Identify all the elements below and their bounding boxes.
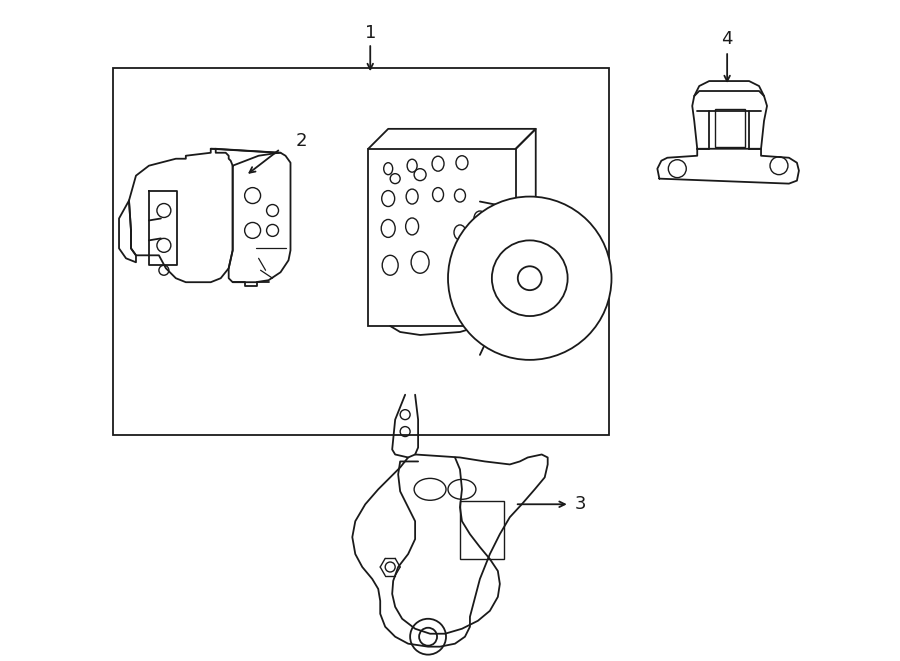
Text: 2: 2: [295, 132, 307, 150]
Text: 1: 1: [364, 24, 376, 42]
Circle shape: [448, 196, 611, 360]
Text: 3: 3: [574, 495, 586, 514]
Bar: [368, 149, 516, 326]
Text: 4: 4: [722, 30, 733, 48]
Bar: [460, 501, 504, 559]
Bar: [716, 109, 745, 147]
Bar: [113, 68, 608, 434]
